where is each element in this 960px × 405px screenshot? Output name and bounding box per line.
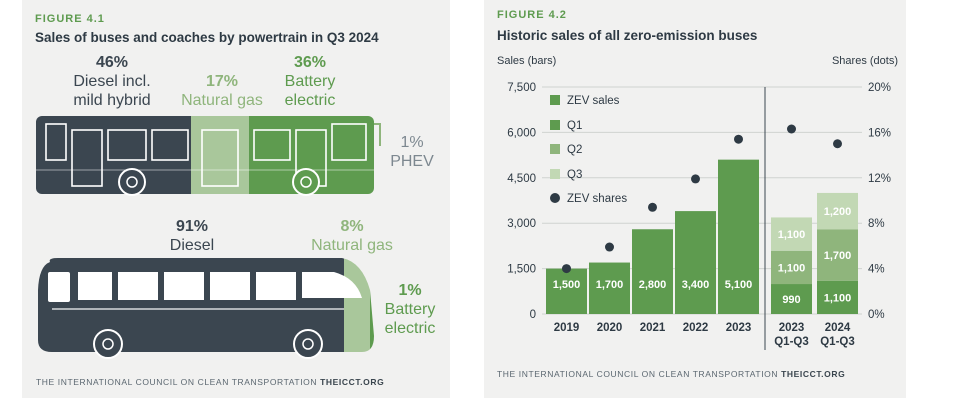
wheel-icon <box>292 168 320 196</box>
coach-share-battery-electric: 1% Battery electric <box>384 282 436 337</box>
bar-annual <box>675 211 716 314</box>
bar-label: 1,100 <box>778 229 806 241</box>
bar-segment-q3 <box>817 192 858 230</box>
bar-segment-q1 <box>817 280 858 314</box>
figure-label: FIGURE 4.1 <box>35 13 105 25</box>
share-dot <box>605 242 614 252</box>
x-tick-label: 2021 <box>640 322 666 334</box>
y2-tick-label: 0% <box>868 309 885 321</box>
bar-annual <box>546 268 587 314</box>
legend-dot-icon <box>550 193 560 203</box>
legend-swatch <box>550 169 560 179</box>
bar-label: 1,500 <box>553 279 581 291</box>
y2-axis-title: Shares (dots) <box>831 55 898 67</box>
wheel-icon <box>93 329 123 359</box>
x-tick-sublabel: Q1-Q3 <box>820 336 855 348</box>
figure-title: Historic sales of all zero-emission buse… <box>497 28 758 43</box>
legend-swatch <box>550 144 560 154</box>
figure-label: FIGURE 4.2 <box>497 9 567 21</box>
bar-segment-q3 <box>771 217 812 251</box>
figure-title: Sales of buses and coaches by powertrain… <box>35 30 379 45</box>
bus-share-diesel: 46% Diesel incl. mild hybrid <box>73 54 151 109</box>
bar-annual <box>718 159 759 314</box>
bar-label: 1,700 <box>824 250 852 262</box>
bar-label: 1,100 <box>824 292 852 304</box>
bar-label: 5,100 <box>725 279 753 291</box>
bus-share-battery-electric: 36% Battery electric <box>284 54 336 109</box>
zev-sales-chart: 7,500 6,000 4,500 3,000 1,500 0 20% 16% 12% 8% 4% 0… <box>507 82 891 350</box>
bar-label: 2,800 <box>639 279 667 291</box>
x-tick-sublabel: Q1-Q3 <box>774 336 809 348</box>
y-tick-label: 7,500 <box>507 82 536 94</box>
y2-tick-label: 20% <box>868 82 891 94</box>
y2-tick-label: 8% <box>868 218 885 230</box>
y-tick-label: 3,000 <box>507 218 536 230</box>
bar-label: 990 <box>782 294 800 306</box>
legend-swatch <box>550 95 560 105</box>
share-dot <box>734 134 743 144</box>
x-tick-label: 2019 <box>554 322 580 334</box>
x-tick-label: 2024 <box>825 322 851 334</box>
bar-annual <box>589 262 630 314</box>
legend-label: ZEV sales <box>567 95 620 107</box>
x-tick-label: 2022 <box>683 322 709 334</box>
footer: THE INTERNATIONAL COUNCIL ON CLEAN TRANS… <box>497 369 846 379</box>
y-tick-label: 0 <box>530 309 536 321</box>
y-tick-label: 4,500 <box>507 173 536 185</box>
bar-segment-q2 <box>817 229 858 281</box>
share-dot <box>691 174 700 184</box>
bar-label: 3,400 <box>682 279 710 291</box>
bar-label: 1,100 <box>778 262 806 274</box>
coach-share-diesel: 91% Diesel <box>169 218 215 254</box>
share-dot <box>787 124 796 134</box>
figure-4-2-panel: FIGURE 4.2 Historic sales of all zero-em… <box>484 0 906 398</box>
bus-share-natural-gas: 17% Natural gas <box>181 73 263 109</box>
bus-share-phev: 1% PHEV <box>390 134 434 170</box>
legend-label: Q3 <box>567 169 582 181</box>
x-tick-label: 2023 <box>726 322 752 334</box>
share-dot <box>833 139 842 149</box>
legend-label: Q1 <box>567 120 582 132</box>
bar-segment-q2 <box>771 250 812 285</box>
coach-share-natural-gas: 8% Natural gas <box>311 218 393 254</box>
bar-annual <box>632 229 673 314</box>
legend-swatch <box>550 120 560 130</box>
legend-label: ZEV shares <box>567 193 627 205</box>
city-bus-illustration <box>36 116 381 359</box>
bar-label: 1,200 <box>824 206 852 218</box>
share-dot <box>562 264 571 274</box>
x-tick-label: 2023 <box>779 322 805 334</box>
wheel-icon <box>118 168 146 196</box>
y-tick-label: 1,500 <box>507 264 536 276</box>
bar-label: 1,700 <box>596 279 624 291</box>
y2-tick-label: 4% <box>868 264 885 276</box>
y2-tick-label: 12% <box>868 173 891 185</box>
wheel-icon <box>293 329 323 359</box>
x-tick-label: 2020 <box>597 322 623 334</box>
y-axis-title: Sales (bars) <box>497 55 557 67</box>
legend-label: Q2 <box>567 144 582 156</box>
y2-tick-label: 16% <box>868 127 891 139</box>
share-dot <box>648 202 657 212</box>
y-tick-label: 6,000 <box>507 127 536 139</box>
footer: THE INTERNATIONAL COUNCIL ON CLEAN TRANS… <box>36 377 385 387</box>
bar-segment-q1 <box>771 284 812 314</box>
figure-4-1-panel: FIGURE 4.1 Sales of buses and coaches by… <box>22 0 450 398</box>
coach-illustration <box>38 258 374 352</box>
